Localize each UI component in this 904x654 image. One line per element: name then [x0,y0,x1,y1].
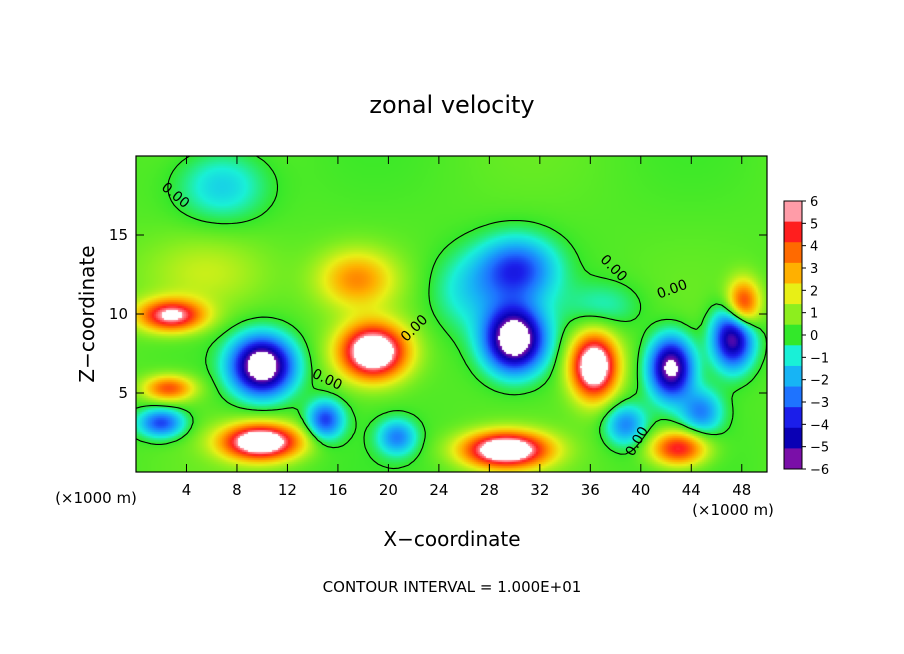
zero-contour [135,155,768,470]
x-tick-label: 36 [581,481,600,499]
colorbar-swatch [784,304,802,325]
x-tick-label: 28 [480,481,499,499]
x-tick-label: 20 [379,481,398,499]
colorbar-tick-label: 2 [810,284,818,299]
colorbar-swatch [784,283,802,305]
colorbar-swatch [784,324,802,346]
colorbar-swatch [784,448,802,470]
colorbar-swatch [784,407,802,429]
colorbar-tick-label: −3 [810,396,829,411]
x-tick-label: 16 [328,481,347,499]
y-tick-label: 5 [118,384,128,402]
colorbar-tick-label: −1 [810,351,829,366]
x-tick-label: 24 [429,481,448,499]
colorbar-swatch [784,427,802,449]
colorbar-tick-label: 0 [810,329,818,344]
colorbar-tick-label: −5 [810,441,829,456]
colorbar-tick-label: 3 [810,262,818,277]
colorbar-tick-label: −4 [810,418,829,433]
x-tick-label: 44 [682,481,701,499]
x-tick-label: 12 [278,481,297,499]
colorbar-swatch [784,221,802,243]
colorbar-swatch [784,201,802,222]
colorbar-tick-label: 1 [810,307,818,322]
colorbar-tick-label: 5 [810,217,818,232]
x-unit-right: (×1000 m) [692,501,774,519]
colorbar-tick-label: −2 [810,374,829,389]
x-axis-ticks: 4 8 12 16 20 24 28 32 36 40 44 48 [182,156,751,499]
contour-interval-footer: CONTOUR INTERVAL = 1.000E+01 [323,578,582,596]
y-axis-label: Z−coordinate [75,245,99,382]
y-tick-label: 10 [109,305,128,323]
x-unit-left: (×1000 m) [55,489,137,507]
x-axis-label: X−coordinate [383,527,520,551]
chart-title: zonal velocity [369,91,534,119]
zero-contour-lines [135,155,768,470]
x-tick-label: 4 [182,481,192,499]
colorbar-swatch [784,386,802,408]
colorbar-swatch [784,262,802,284]
x-tick-label: 48 [732,481,751,499]
y-tick-label: 15 [109,226,128,244]
colorbar: 6 5 4 3 2 1 0 −1 −2 −3 −4 −5 −6 [783,195,829,478]
colorbar-tick-label: −6 [810,463,829,478]
colorbar-swatch [784,345,802,367]
y-axis-ticks: 5 10 15 [109,226,767,402]
colorbar-swatch [784,365,802,387]
x-tick-label: 8 [232,481,242,499]
colorbar-tick-label: 6 [810,195,818,210]
colorbar-swatch [784,242,802,264]
colorbar-tick-label: 4 [810,240,818,255]
x-tick-label: 40 [631,481,650,499]
plot-area: 0.000.000.000.000.000.00 4 8 12 16 20 24 28 32 3… [109,155,768,499]
heatmap-field [136,156,767,472]
x-tick-label: 32 [530,481,549,499]
